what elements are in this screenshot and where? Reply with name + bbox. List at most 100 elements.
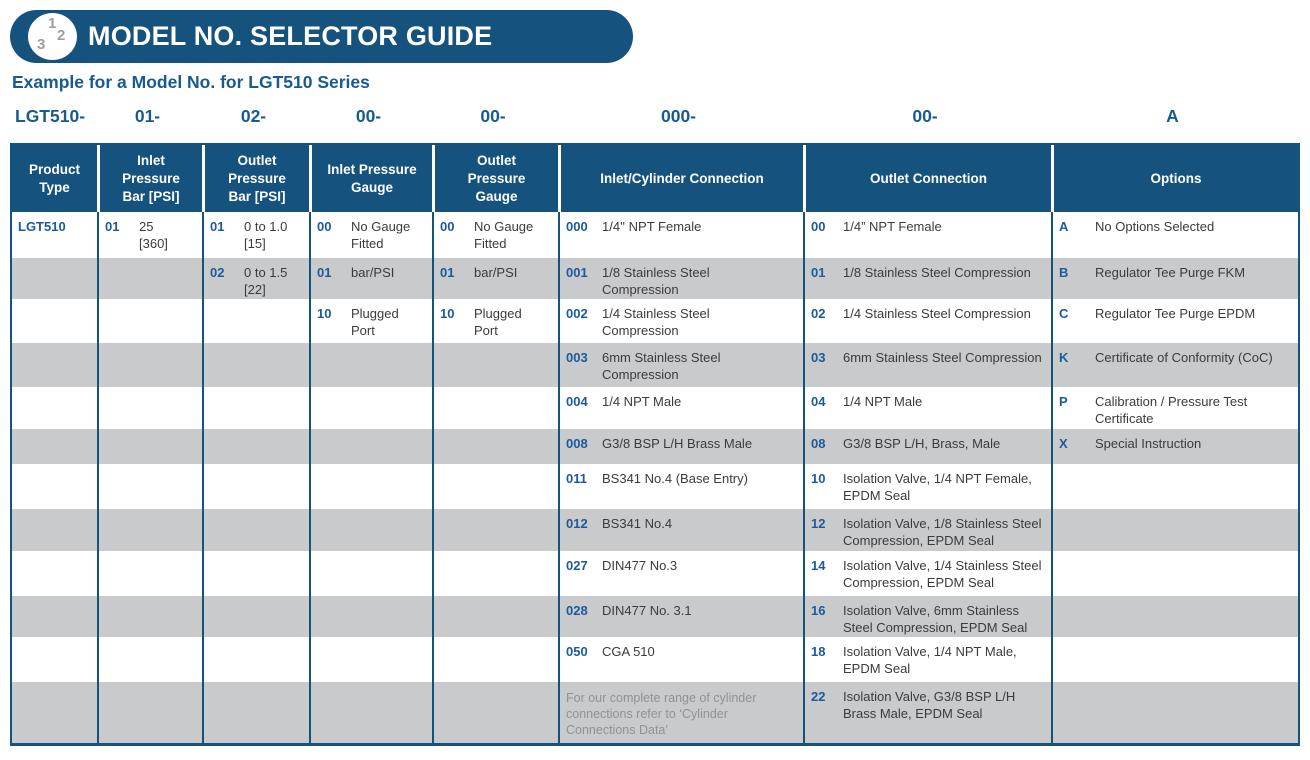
option-code: 01 [440,265,455,280]
option-description: 6mm Stainless Steel Compression [843,350,1042,365]
table-cell [309,343,432,387]
option-description: 1/4” NPT Female [843,219,942,234]
column-header: Options [1051,145,1298,212]
table-cell [1051,596,1298,637]
table-cell [309,387,432,429]
option-code: 00 [811,219,826,234]
table-cell [309,509,432,551]
table-cell: 03 6mm Stainless Steel Compression [803,343,1051,387]
option-code: 14 [811,558,826,573]
table-cell [432,429,558,464]
table-row-6: 008 G3/8 BSP L/H Brass Male 08 G3/8 BSP L/H… [12,429,1298,464]
model-number-example: LGT510- 01- 02- 00- 00- 000- 00- A [10,106,1296,127]
icon-number-1: 1 [48,15,57,32]
table-cell: P Calibration / Pressure Test Certificate [1051,387,1298,429]
table-cell [202,682,309,743]
table-cell [12,637,97,682]
table-cell [1051,637,1298,682]
table-cell: B Regulator Tee Purge FKM [1051,258,1298,299]
table-cell [202,343,309,387]
table-cell [97,637,202,682]
table-cell: LGT510 [12,212,97,258]
option-description: 25 [360] [139,219,168,251]
table-cell [12,551,97,596]
table-row-9: 027 DIN477 No.3 14 Isolation Valve, 1/4 Sta… [12,551,1298,596]
table-cell [97,429,202,464]
table-cell: 028 DIN477 No. 3.1 [558,596,803,637]
option-description: 1/4 NPT Male [602,394,682,409]
table-cell [309,464,432,509]
table-cell [202,429,309,464]
option-description: 1/8 Stainless Steel Compression [843,265,1031,280]
table-cell: K Certificate of Conformity (CoC) [1051,343,1298,387]
option-code: 04 [811,394,826,409]
option-code: 02 [811,306,826,321]
option-description: Isolation Valve, 1/4 NPT Male, EPDM Seal [843,644,1017,676]
option-description: BS341 No.4 (Base Entry) [602,471,748,486]
table-cell: 003 6mm Stainless Steel Compression [558,343,803,387]
option-description: bar/PSI [351,265,395,280]
model-segment-3: 02- [240,106,267,126]
option-code: 22 [811,689,826,704]
option-code: K [1059,350,1069,365]
option-code: B [1059,265,1069,280]
option-code: 028 [566,603,588,618]
column-header: Outlet Connection [803,145,1051,212]
table-cell [202,299,309,343]
table-row-7: 011 BS341 No.4 (Base Entry) 10 Isolation Va… [12,464,1298,509]
table-cell [97,387,202,429]
option-description: bar/PSI [474,265,518,280]
table-cell: 00 No Gauge Fitted [309,212,432,258]
option-description: Calibration / Pressure Test Certificate [1095,394,1248,426]
table-cell: 001 1/8 Stainless Steel Compression [558,258,803,299]
table-row-2: 02 0 to 1.5 [22] 01 bar/PSI 01 bar/PSI 001 1/8 … [12,258,1298,299]
option-description: 1/4 NPT Male [843,394,923,409]
option-code: 16 [811,603,826,618]
option-description: G3/8 BSP L/H Brass Male [602,436,753,451]
table-cell [202,637,309,682]
model-segment-5: 00- [480,106,506,126]
table-cell: 18 Isolation Valve, 1/4 NPT Male, EPDM Se… [803,637,1051,682]
option-code: 00 [317,219,332,234]
table-cell: 00 No Gauge Fitted [432,212,558,258]
option-description: DIN477 No.3 [602,558,678,573]
table-cell: 02 1/4 Stainless Steel Compression [803,299,1051,343]
table-cell [97,343,202,387]
table-cell: 008 G3/8 BSP L/H Brass Male [558,429,803,464]
option-code: X [1059,436,1068,451]
table-cell: 011 BS341 No.4 (Base Entry) [558,464,803,509]
table-cell [432,551,558,596]
table-cell [97,596,202,637]
option-code: 00 [440,219,455,234]
table-cell [97,464,202,509]
table-cell: 01 0 to 1.0 [15] [202,212,309,258]
table-cell [12,464,97,509]
table-cell [202,551,309,596]
table-cell [12,299,97,343]
steps-123-icon: 1 2 3 [28,13,77,60]
table-cell [12,343,97,387]
option-code: LGT510 [18,219,66,234]
option-code: 18 [811,644,826,659]
column-header: Product Type [28,161,80,195]
option-code: C [1059,306,1069,321]
column-header: Inlet/Cylinder Connection [558,145,803,212]
selector-table: Product Type Inlet Pressure Bar [PSI] Outl… [10,143,1300,746]
table-cell [12,387,97,429]
option-code: 10 [317,306,332,321]
option-description: Certificate of Conformity (CoC) [1095,350,1273,365]
example-subtitle: Example for a Model No. for LGT510 Serie… [12,72,370,92]
table-cell: X Special Instruction [1051,429,1298,464]
option-code: 08 [811,436,826,451]
option-description: 6mm Stainless Steel Compression [602,350,721,382]
option-code: 02 [210,265,225,280]
option-description: 1/8 Stainless Steel Compression [602,265,710,297]
page-title: MODEL NO. SELECTOR GUIDE [88,21,493,51]
table-cell [1051,551,1298,596]
table-cell [12,509,97,551]
option-description: Isolation Valve, 1/8 Stainless Steel Com… [843,516,1042,548]
option-code: 10 [811,471,826,486]
table-cell [202,387,309,429]
table-cell [432,387,558,429]
